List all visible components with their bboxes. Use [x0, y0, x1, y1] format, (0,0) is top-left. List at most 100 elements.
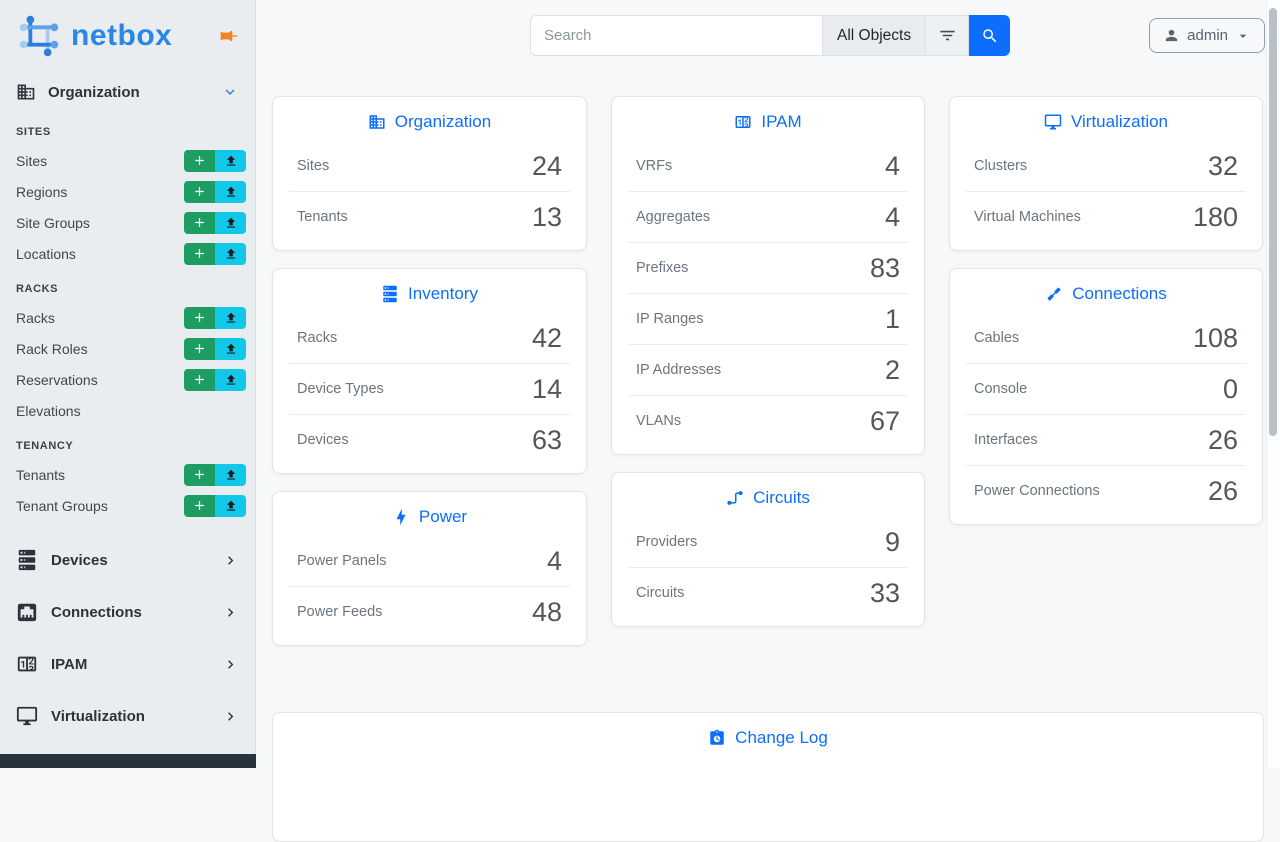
user-menu-button[interactable]: admin: [1149, 18, 1265, 53]
card-title-link[interactable]: Inventory: [273, 269, 586, 313]
sidebar-item-regions[interactable]: Regions: [0, 176, 255, 207]
sidebar-item-site-groups[interactable]: Site Groups: [0, 207, 255, 238]
stat-label[interactable]: Power Connections: [974, 483, 1100, 499]
stat-label[interactable]: VLANs: [636, 413, 682, 429]
changelog-card-title[interactable]: Change Log: [273, 713, 1263, 757]
scrollbar-track[interactable]: [1266, 0, 1280, 768]
sidebar-item-devices[interactable]: Devices: [0, 534, 255, 586]
chevron-right-icon: [222, 604, 239, 621]
add-button[interactable]: [184, 242, 215, 265]
stat-label[interactable]: Virtual Machines: [974, 209, 1081, 225]
add-button[interactable]: [184, 306, 215, 329]
stat-label[interactable]: IP Ranges: [636, 311, 704, 327]
sidebar-item-elevations[interactable]: Elevations: [0, 395, 255, 426]
sidebar: netbox Organization SITES Sites Regions Sit…: [0, 0, 256, 768]
chevron-right-icon: [222, 656, 239, 673]
stat-row: Power Connections 26: [950, 466, 1262, 516]
sidebar-item-sites[interactable]: Sites: [0, 145, 255, 176]
import-button[interactable]: [215, 180, 246, 203]
stat-label[interactable]: Prefixes: [636, 260, 689, 276]
sidebar-item-connections[interactable]: Connections: [0, 586, 255, 638]
stat-label[interactable]: Circuits: [636, 585, 685, 601]
import-button[interactable]: [215, 149, 246, 172]
import-button[interactable]: [215, 494, 246, 517]
pin-icon[interactable]: [219, 26, 239, 46]
item-action-buttons: [184, 242, 246, 265]
stat-label[interactable]: Power Panels: [297, 553, 387, 569]
stat-label[interactable]: VRFs: [636, 158, 673, 174]
plus-icon: [192, 467, 207, 482]
stat-label[interactable]: Sites: [297, 158, 330, 174]
stat-label[interactable]: Aggregates: [636, 209, 711, 225]
stat-label[interactable]: IP Addresses: [636, 362, 722, 378]
card-title-link[interactable]: Connections: [950, 269, 1262, 313]
card-inventory: Inventory Racks 42 Device Types 14 Devices 63: [272, 268, 587, 474]
search-submit-button[interactable]: [969, 15, 1011, 56]
sidebar-item-ipam[interactable]: IPAM: [0, 638, 255, 690]
item-action-buttons: [184, 211, 246, 234]
stat-label[interactable]: Devices: [297, 432, 349, 448]
add-button[interactable]: [184, 368, 215, 391]
stat-row: Racks 42: [273, 313, 586, 363]
add-button[interactable]: [184, 463, 215, 486]
card-title-link[interactable]: Circuits: [612, 473, 924, 517]
item-action-buttons: [184, 180, 246, 203]
chevron-right-icon: [222, 552, 239, 569]
cable-icon: [1045, 285, 1063, 303]
stat-label[interactable]: Tenants: [297, 209, 348, 225]
sidebar-item-tenants[interactable]: Tenants: [0, 459, 255, 490]
sidebar-item-locations[interactable]: Locations: [0, 238, 255, 269]
card-column-2: IPAM VRFs 4 Aggregates 4 Prefixes 83 IP Ranges 1…: [611, 96, 925, 644]
sidebar-item-rack-roles[interactable]: Rack Roles: [0, 333, 255, 364]
search-input[interactable]: [530, 15, 822, 56]
add-button[interactable]: [184, 494, 215, 517]
import-button[interactable]: [215, 211, 246, 234]
import-button[interactable]: [215, 337, 246, 360]
stat-label[interactable]: Providers: [636, 534, 698, 550]
logo[interactable]: netbox: [0, 0, 255, 69]
item-action-buttons: [184, 368, 246, 391]
sidebar-section-title: TENANCY: [16, 440, 74, 452]
stat-value: 4: [546, 545, 562, 576]
user-name: admin: [1187, 27, 1228, 44]
ethernet-icon: [16, 601, 38, 623]
card-title: Power: [418, 507, 468, 526]
sidebar-item-virtualization[interactable]: Virtualization: [0, 690, 255, 742]
row-divider: [966, 465, 1246, 466]
stat-label[interactable]: Device Types: [297, 381, 384, 397]
stat-label[interactable]: Clusters: [974, 158, 1028, 174]
card-title-link[interactable]: Power: [273, 492, 586, 536]
card-connections: Connections Cables 108 Console 0 Interfaces 26…: [949, 268, 1263, 525]
add-button[interactable]: [184, 337, 215, 360]
import-button[interactable]: [215, 306, 246, 329]
sidebar-item-label: Sites: [16, 152, 48, 169]
sidebar-section-title: RACKS: [16, 283, 59, 295]
sidebar-item-racks[interactable]: Racks: [0, 302, 255, 333]
stat-label[interactable]: Console: [974, 381, 1028, 397]
import-button[interactable]: [215, 368, 246, 391]
filter-button[interactable]: [926, 15, 970, 56]
card-title-link[interactable]: Organization: [273, 97, 586, 141]
import-button[interactable]: [215, 463, 246, 486]
card-title-link[interactable]: Virtualization: [950, 97, 1262, 141]
stat-row: Virtual Machines 180: [950, 192, 1262, 242]
stat-label[interactable]: Interfaces: [974, 432, 1038, 448]
stat-label[interactable]: Cables: [974, 330, 1020, 346]
sidebar-item-organization[interactable]: Organization: [0, 69, 255, 112]
scrollbar-thumb[interactable]: [1269, 8, 1277, 436]
import-button[interactable]: [215, 242, 246, 265]
card-title-link[interactable]: IPAM: [612, 97, 924, 141]
monitor-icon: [16, 705, 38, 727]
add-button[interactable]: [184, 149, 215, 172]
stat-value: 33: [869, 577, 900, 608]
sidebar-item-tenant-groups[interactable]: Tenant Groups: [0, 490, 255, 521]
row-divider: [628, 242, 908, 243]
add-button[interactable]: [184, 180, 215, 203]
sidebar-item-reservations[interactable]: Reservations: [0, 364, 255, 395]
search-scope-button[interactable]: All Objects: [822, 15, 927, 56]
stat-label[interactable]: Power Feeds: [297, 604, 383, 620]
row-divider: [966, 414, 1246, 415]
stat-row: IP Addresses 2: [612, 345, 924, 395]
stat-label[interactable]: Racks: [297, 330, 338, 346]
add-button[interactable]: [184, 211, 215, 234]
